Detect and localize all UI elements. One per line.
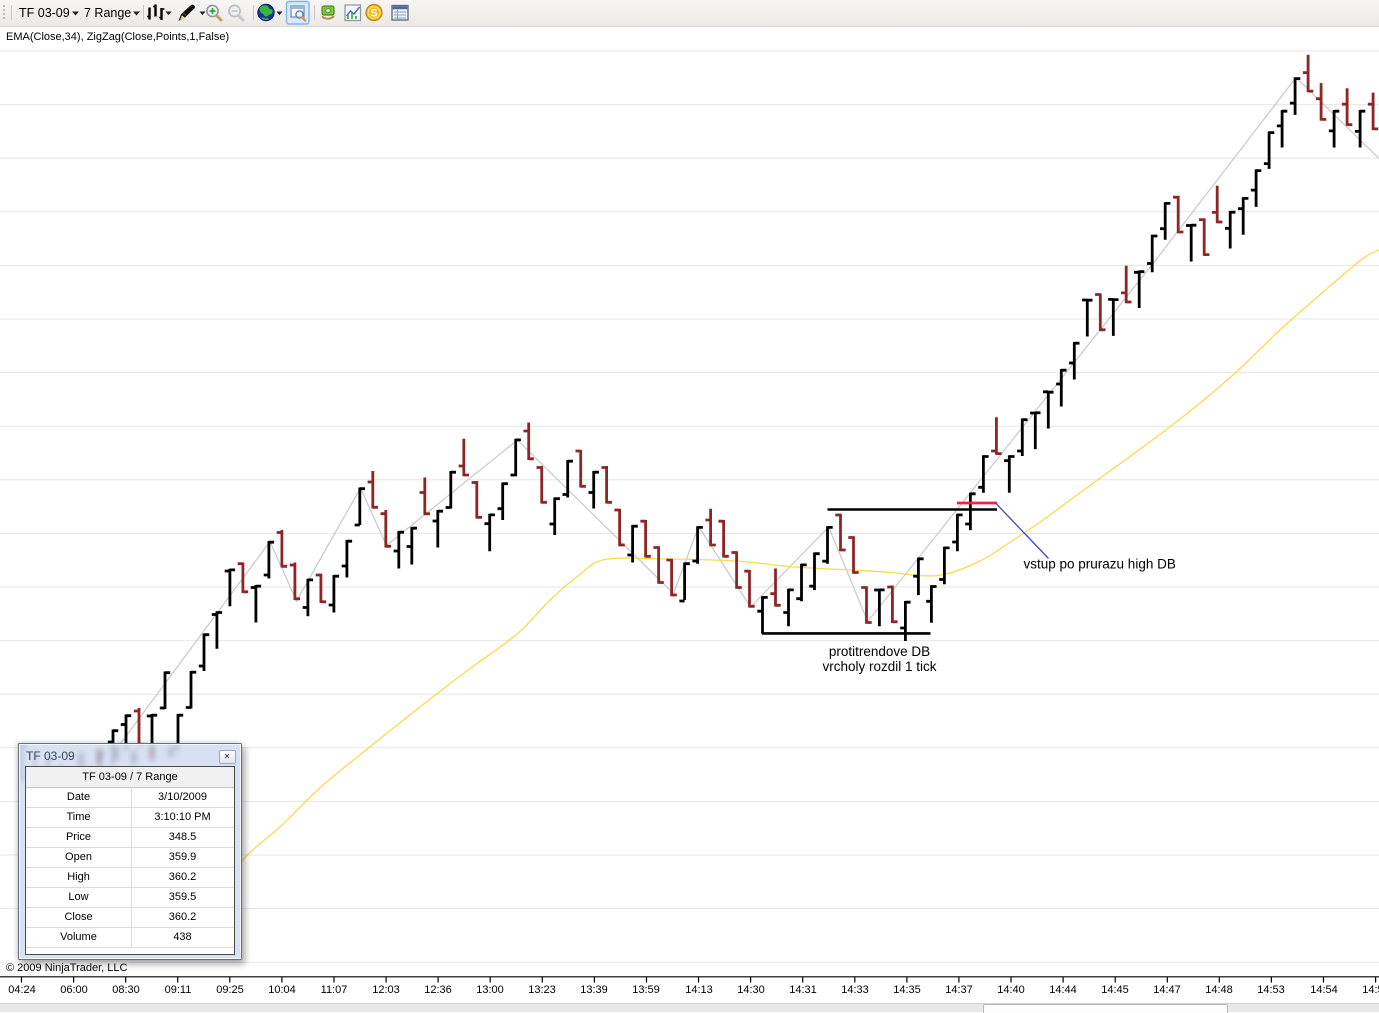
svg-text:vstup po prurazu high DB: vstup po prurazu high DB <box>1024 557 1176 572</box>
svg-text:protitrendove DB: protitrendove DB <box>829 644 930 659</box>
svg-text:vrcholy rozdil 1 tick: vrcholy rozdil 1 tick <box>822 659 936 674</box>
svg-text:S: S <box>370 8 377 20</box>
